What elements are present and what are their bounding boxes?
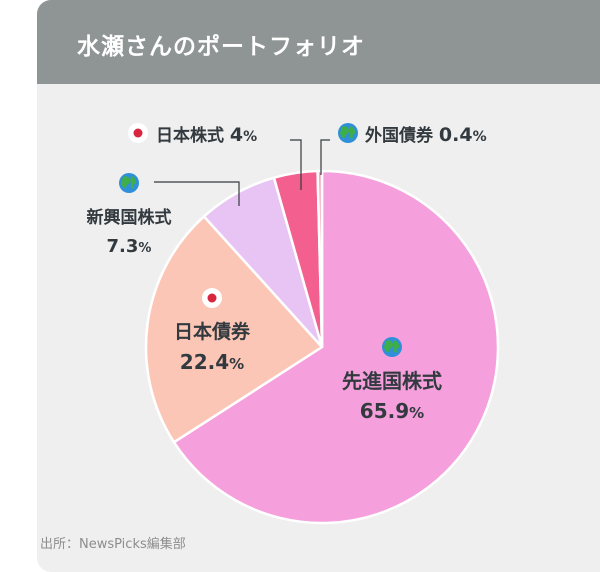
source-note: 出所：NewsPicks編集部	[40, 537, 186, 552]
title-bar: 水瀬さんのポートフォリオ	[37, 0, 600, 84]
slice-label: 日本債券	[174, 320, 251, 343]
slice-value: 7.3%	[107, 236, 152, 257]
leader-line	[290, 139, 302, 190]
leader-line	[320, 139, 330, 175]
pie-slice	[144, 215, 324, 444]
pie-slice	[172, 169, 500, 525]
globe-icon	[338, 123, 358, 143]
slice-label: 先進国株式	[342, 369, 442, 393]
slice-label: 新興国株式	[87, 207, 172, 228]
globe-icon	[382, 337, 402, 357]
japan-flag-icon	[128, 123, 148, 143]
pie-slice	[316, 169, 324, 349]
leader-line	[154, 181, 240, 206]
slice-value: 4	[230, 124, 243, 146]
japan-flag-icon	[202, 288, 222, 308]
slice-label: 外国債券 0.4%	[365, 124, 487, 146]
globe-icon	[119, 173, 139, 193]
chart-title: 水瀬さんのポートフォリオ	[77, 34, 365, 60]
slice-label: 日本株式 4%	[156, 124, 257, 146]
slice-value: 0.4	[439, 124, 473, 146]
